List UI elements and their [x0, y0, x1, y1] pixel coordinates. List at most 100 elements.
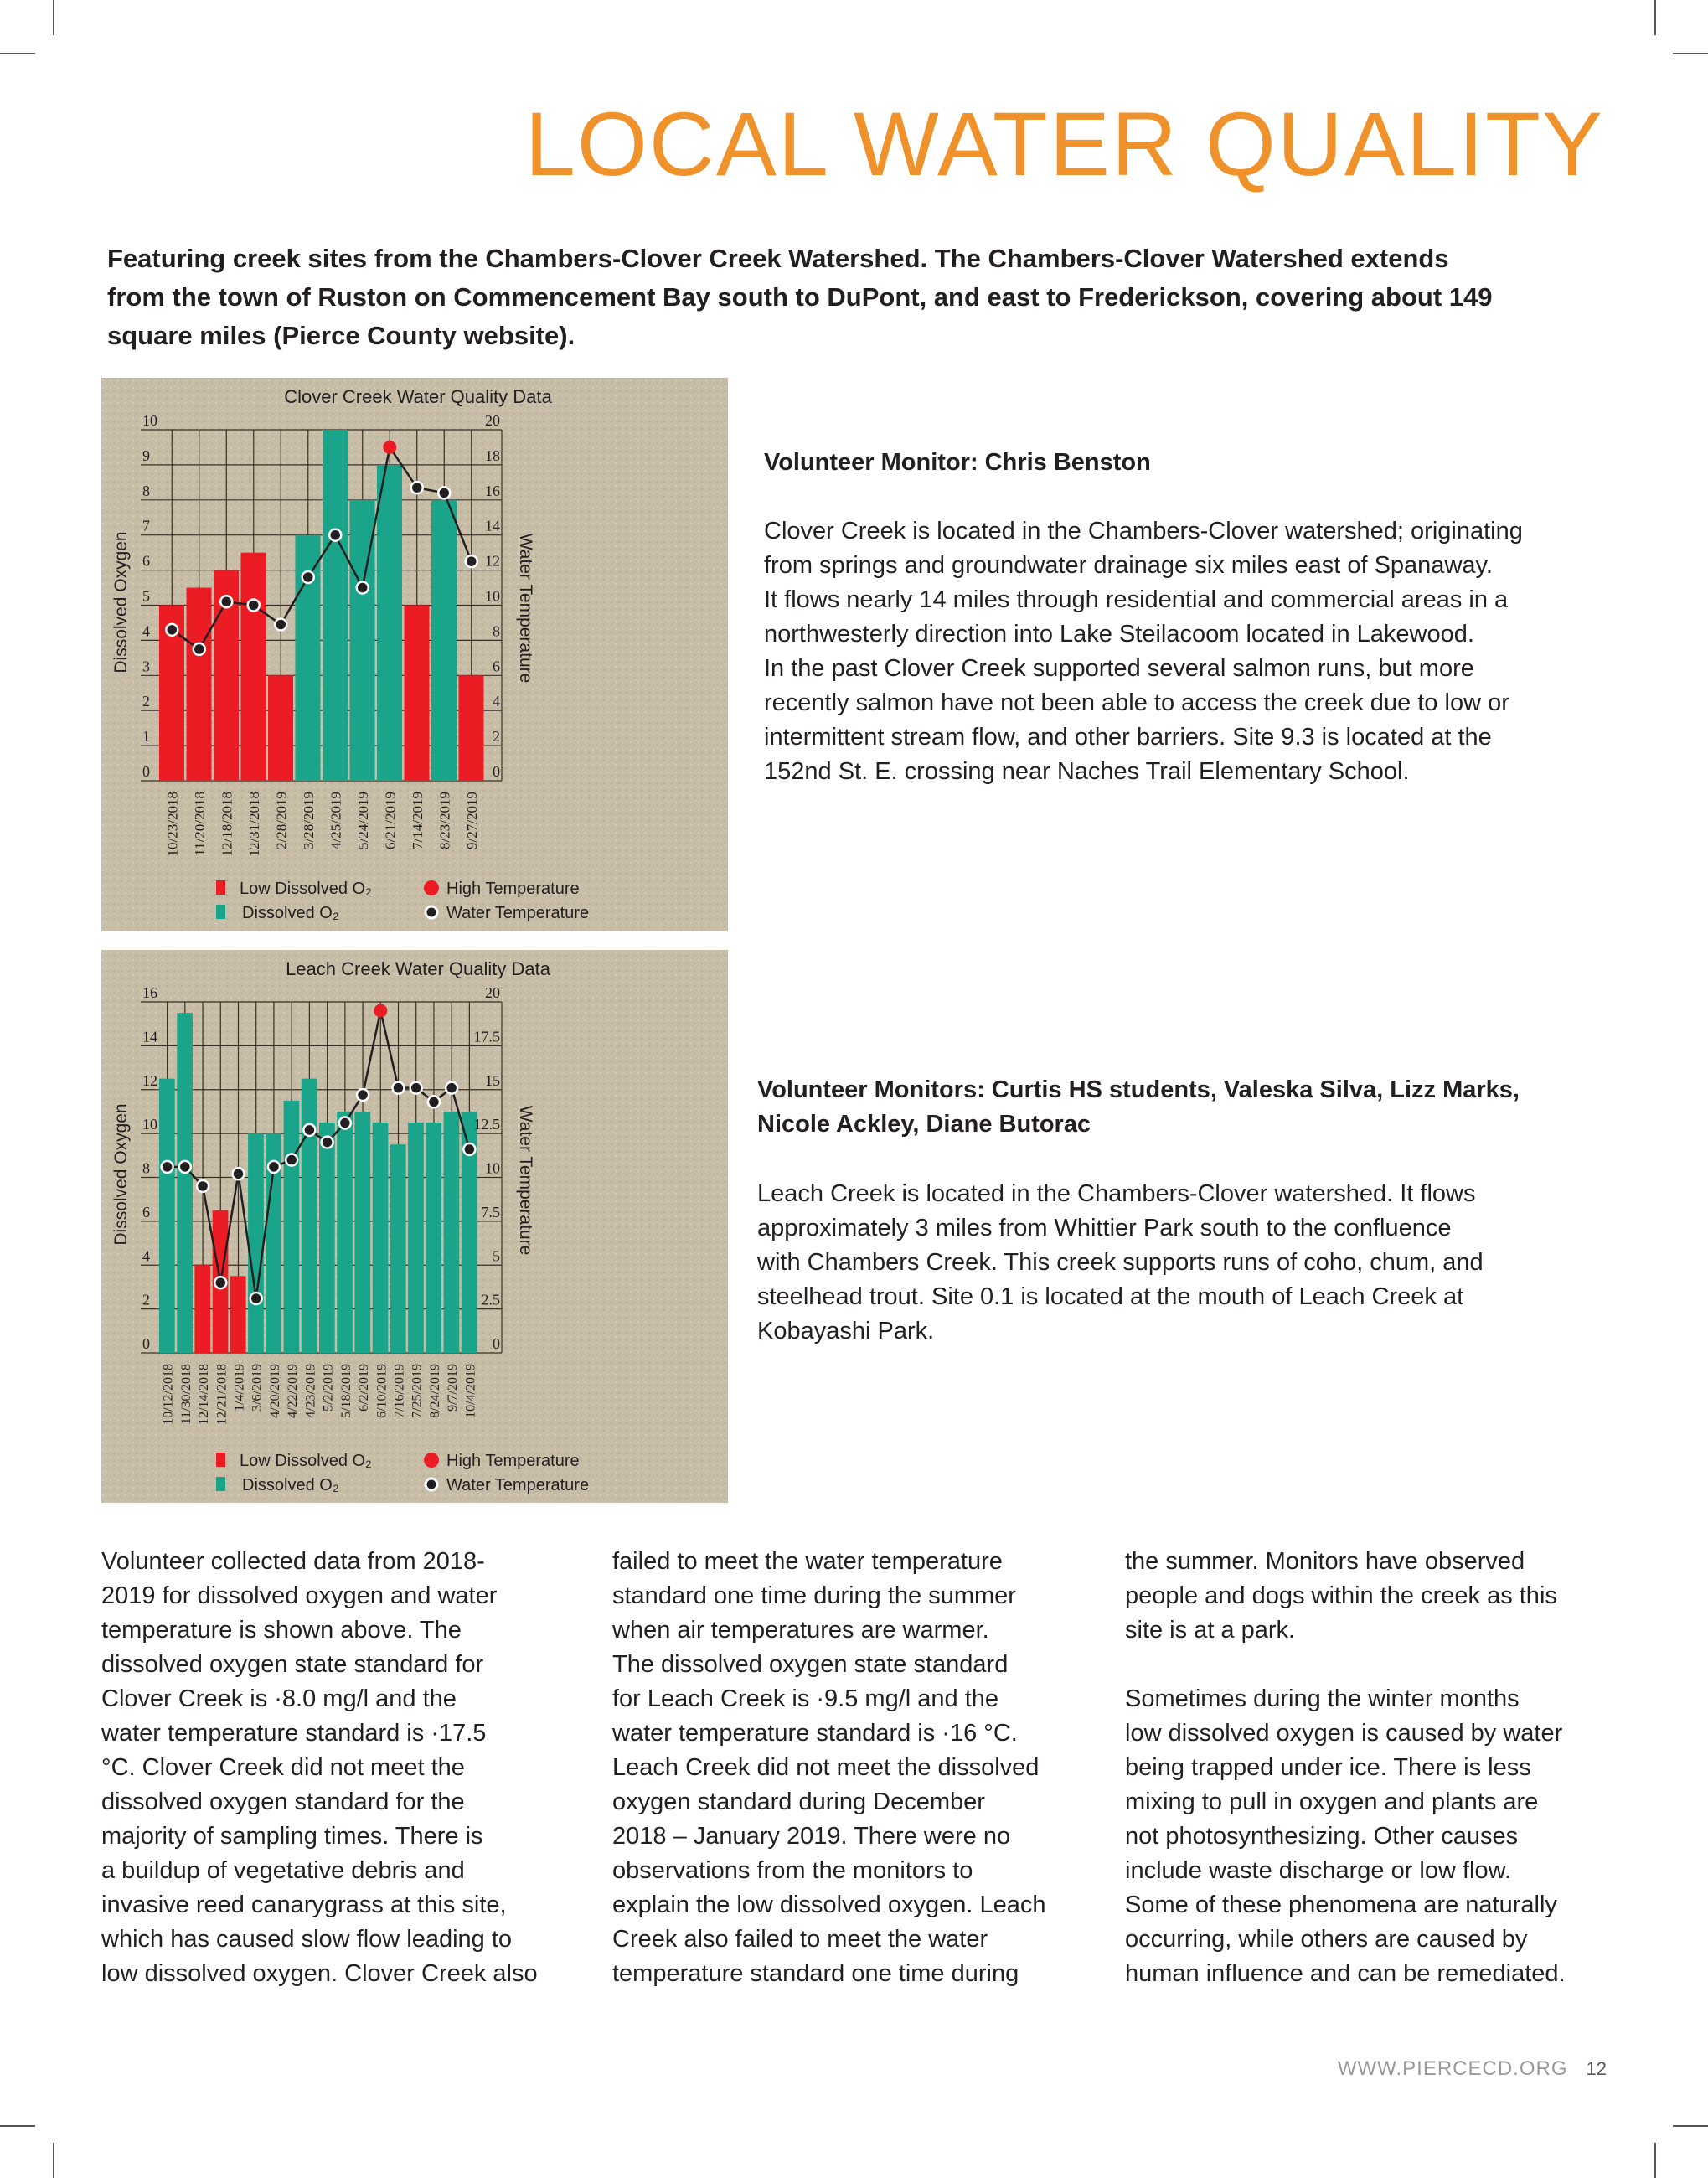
right-tick-label: 2.5 — [482, 1292, 501, 1308]
left-tick-label: 3 — [142, 658, 150, 674]
date-label: 1/4/2019 — [233, 1364, 247, 1412]
legend-normal-swatch — [216, 1477, 225, 1491]
text-line-content: low dissolved oxygen. Clover Creek also — [101, 1960, 538, 1987]
left-tick-label: 10 — [142, 412, 157, 429]
date-label: 4/22/2019 — [286, 1364, 300, 1418]
do-bar — [372, 1123, 389, 1353]
clover-creek-chart: Clover Creek Water Quality Data 0 1 2 3 4 5 6 7 8… — [101, 378, 728, 931]
text-line-content: The dissolved oxygen state standard — [612, 1651, 1009, 1678]
temperature-point — [462, 1142, 477, 1157]
legend-label: High Temperature — [446, 880, 580, 898]
text-line-content: Volunteer Monitors: Curtis HS students, … — [757, 1076, 1520, 1103]
left-tick-label: 10 — [142, 1116, 157, 1133]
temperature-point — [391, 1081, 405, 1095]
right-tick-label: 16 — [485, 483, 500, 499]
date-label: 5/18/2019 — [339, 1364, 353, 1418]
text-line: the summer. Monitors have observed — [1125, 1545, 1607, 1579]
right-tick-label: 14 — [485, 518, 500, 534]
text-line-content: recently salmon have not been able to ac… — [764, 689, 1509, 716]
date-label: 3/28/2019 — [301, 792, 317, 849]
text-line: being trapped under ice. There is less — [1125, 1751, 1607, 1785]
footer: WWW.PIERCECD.ORG 12 — [1338, 2057, 1607, 2081]
right-tick-label: 5 — [493, 1247, 500, 1264]
right-tick-label: 12 — [485, 553, 500, 570]
temperature-point — [284, 1153, 299, 1167]
temperature-point — [274, 617, 288, 632]
text-line-content: Leach Creek is located in the Chambers-C… — [757, 1180, 1476, 1207]
text-line-content: Clover Creek is ·8.0 mg/l and the — [101, 1685, 457, 1712]
date-label: 6/21/2019 — [382, 792, 398, 849]
text-line-content: 2019 for dissolved oxygen and water — [101, 1582, 498, 1609]
left-tick-label: 8 — [142, 483, 150, 499]
text-line-content: when air temperatures are warmer. — [612, 1617, 989, 1644]
crop-mark — [1654, 2143, 1656, 2178]
text-line: failed to meet the water temperature — [612, 1545, 1094, 1579]
text-line: Some of these phenomena are naturally — [1125, 1888, 1607, 1923]
do-bar — [408, 1123, 424, 1353]
crop-mark — [0, 53, 35, 54]
do-bar — [301, 1078, 317, 1353]
text-line: standard one time during the summer — [612, 1579, 1094, 1613]
chart-title: Leach Creek Water Quality Data — [286, 958, 551, 979]
right-tick-label: 20 — [485, 412, 500, 429]
temperature-point — [165, 622, 179, 637]
temperature-point — [302, 1123, 317, 1138]
date-label: 10/23/2018 — [164, 792, 180, 856]
date-label: 6/10/2019 — [374, 1364, 389, 1418]
text-line: include waste discharge or low flow. — [1125, 1854, 1607, 1888]
text-line-content: Nicole Ackley, Diane Butorac — [757, 1111, 1091, 1138]
text-line: 2019 for dissolved oxygen and water — [101, 1579, 583, 1613]
text-line: 2018 – January 2019. There were no — [612, 1819, 1094, 1854]
text-line-content: Sometimes during the winter months — [1125, 1685, 1520, 1712]
legend-label: Low Dissolved O₂ — [240, 880, 372, 898]
text-line: dissolved oxygen state standard for — [101, 1648, 583, 1682]
text-line-content: observations from the monitors to — [612, 1857, 973, 1884]
date-label: 5/2/2019 — [322, 1364, 336, 1412]
date-label: 4/23/2019 — [303, 1364, 317, 1418]
website-link[interactable]: WWW.PIERCECD.ORG — [1337, 2057, 1568, 2080]
legend-high-temp-marker — [424, 1453, 439, 1468]
text-line-content: which has caused slow flow leading to — [101, 1926, 513, 1953]
left-tick-label: 6 — [142, 553, 150, 570]
text-line-content: a buildup of vegetative debris and — [101, 1857, 465, 1884]
text-line-content: dissolved oxygen standard for the — [101, 1788, 465, 1815]
do-bar — [377, 464, 402, 781]
date-label: 10/12/2018 — [162, 1364, 176, 1425]
crop-mark — [1673, 53, 1708, 54]
text-line: approximately 3 miles from Whittier Park… — [757, 1211, 1484, 1246]
do-bar — [390, 1144, 406, 1353]
legend-water-temp-marker — [424, 905, 439, 920]
crop-mark — [0, 2125, 35, 2127]
left-tick-label: 6 — [142, 1204, 150, 1221]
do-bar — [426, 1123, 442, 1353]
right-tick-label: 2 — [493, 728, 500, 745]
right-tick-label: 17.5 — [474, 1028, 501, 1045]
intro-line: from the town of Ruston on Commencement … — [107, 282, 1493, 312]
text-line-content: northwesterly direction into Lake Steila… — [764, 621, 1474, 648]
text-line-content: with Chambers Creek. This creek supports… — [757, 1249, 1484, 1276]
text-line: Leach Creek did not meet the dissolved — [612, 1751, 1094, 1785]
date-label: 9/27/2019 — [464, 792, 480, 849]
do-bar — [283, 1100, 300, 1353]
low-do-bar — [186, 587, 212, 781]
temperature-point — [426, 1095, 441, 1109]
temperature-point — [214, 1275, 228, 1290]
text-line: oxygen standard during December — [612, 1785, 1094, 1819]
left-tick-label: 12 — [142, 1072, 157, 1089]
left-tick-label: 4 — [142, 622, 150, 639]
intro-line: square miles (Pierce County website). — [107, 321, 575, 350]
text-line-content: temperature is shown above. The — [101, 1617, 462, 1644]
date-label: 12/31/2018 — [246, 792, 262, 856]
date-label: 5/24/2019 — [355, 792, 371, 849]
temperature-point — [437, 486, 452, 500]
clover-description: Clover Creek is located in the Chambers-… — [764, 514, 1523, 789]
text-line: for Leach Creek is ·9.5 mg/l and the — [612, 1682, 1094, 1716]
body-column-2: failed to meet the water temperature stan… — [612, 1545, 1094, 1991]
text-line: dissolved oxygen standard for the — [101, 1785, 583, 1819]
text-line: mixing to pull in oxygen and plants are — [1125, 1785, 1607, 1819]
left-tick-label: 8 — [142, 1160, 150, 1177]
text-line-content: In the past Clover Creek supported sever… — [764, 655, 1474, 682]
clover-monitor-heading: Volunteer Monitor: Chris Benston — [764, 446, 1151, 480]
do-bar — [443, 1111, 460, 1353]
text-line: invasive reed canarygrass at this site, — [101, 1888, 583, 1923]
